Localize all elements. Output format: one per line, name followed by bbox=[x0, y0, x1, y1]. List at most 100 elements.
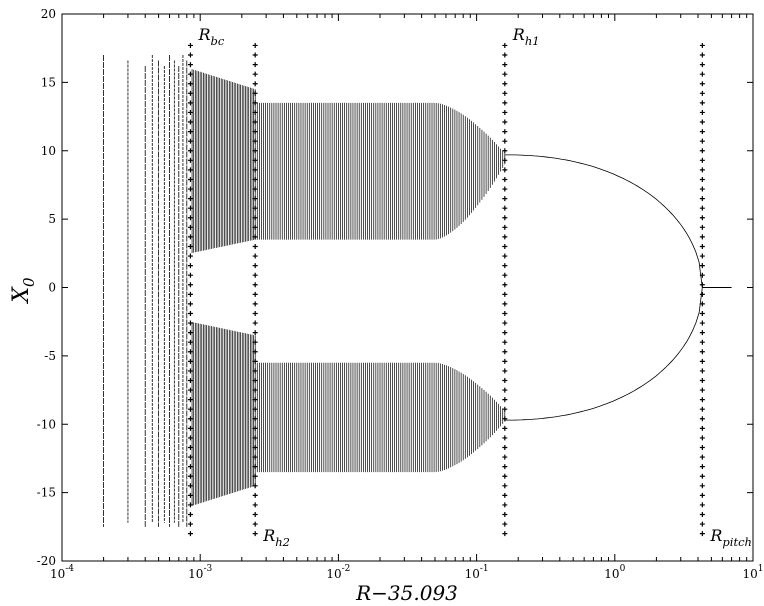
marker-point bbox=[699, 368, 705, 374]
marker-point bbox=[187, 473, 193, 479]
marker-point bbox=[252, 387, 258, 393]
marker-point bbox=[502, 406, 508, 412]
marker-point bbox=[187, 224, 193, 230]
plot-frame bbox=[61, 13, 754, 562]
marker-point bbox=[252, 157, 258, 163]
marker-point bbox=[252, 301, 258, 307]
marker-point bbox=[699, 349, 705, 355]
marker-point bbox=[187, 71, 193, 77]
marker-point bbox=[252, 71, 258, 77]
marker-point bbox=[252, 205, 258, 211]
marker-point bbox=[252, 282, 258, 288]
marker-point bbox=[252, 109, 258, 115]
marker-point bbox=[502, 377, 508, 383]
marker-point bbox=[252, 167, 258, 173]
marker-point bbox=[502, 358, 508, 364]
marker-point bbox=[502, 397, 508, 403]
y-tick-label: 10 bbox=[41, 144, 56, 158]
marker-point bbox=[252, 464, 258, 470]
marker-point bbox=[187, 176, 193, 182]
marker-point bbox=[187, 215, 193, 221]
marker-point bbox=[699, 320, 705, 326]
marker-point bbox=[699, 310, 705, 316]
marker-point bbox=[187, 464, 193, 470]
y-tick-label: -20 bbox=[37, 554, 56, 568]
marker-point bbox=[699, 167, 705, 173]
marker-point bbox=[699, 531, 705, 537]
marker-point bbox=[187, 531, 193, 537]
marker-point bbox=[252, 330, 258, 336]
marker-point bbox=[187, 42, 193, 48]
marker-point bbox=[252, 148, 258, 154]
marker-point bbox=[699, 282, 705, 288]
marker-point bbox=[252, 263, 258, 269]
x-tick-label: 100 bbox=[604, 564, 625, 581]
y-tick-label: 5 bbox=[48, 212, 56, 226]
x-tick-label: 10-3 bbox=[188, 564, 212, 581]
marker-point bbox=[252, 224, 258, 230]
marker-point bbox=[252, 253, 258, 259]
marker-point bbox=[252, 52, 258, 58]
fixed-point-branch bbox=[504, 287, 703, 421]
y-tick-label: -15 bbox=[37, 486, 56, 500]
marker-point bbox=[252, 339, 258, 345]
marker-point bbox=[699, 42, 705, 48]
marker-point bbox=[252, 521, 258, 527]
marker-point bbox=[502, 291, 508, 297]
marker-point bbox=[699, 483, 705, 489]
marker-point bbox=[502, 81, 508, 87]
marker-point bbox=[502, 148, 508, 154]
marker-point bbox=[502, 263, 508, 269]
marker-point bbox=[252, 291, 258, 297]
marker-point bbox=[502, 454, 508, 460]
marker-point bbox=[699, 81, 705, 87]
marker-point bbox=[252, 243, 258, 249]
marker-point bbox=[252, 368, 258, 374]
marker-point bbox=[187, 253, 193, 259]
marker-point bbox=[187, 243, 193, 249]
marker-point bbox=[187, 62, 193, 68]
marker-point bbox=[187, 502, 193, 508]
marker-point bbox=[502, 90, 508, 96]
marker-point bbox=[187, 492, 193, 498]
marker-point bbox=[252, 473, 258, 479]
marker-point bbox=[699, 512, 705, 518]
marker-point bbox=[187, 272, 193, 278]
marker-point bbox=[187, 205, 193, 211]
marker-point bbox=[699, 100, 705, 106]
marker-point bbox=[252, 531, 258, 537]
marker-point bbox=[187, 81, 193, 87]
marker-point bbox=[187, 368, 193, 374]
marker-point bbox=[699, 119, 705, 125]
marker-point bbox=[187, 100, 193, 106]
marker-point bbox=[699, 272, 705, 278]
marker-point bbox=[502, 176, 508, 182]
marker-point bbox=[252, 129, 258, 135]
marker-point bbox=[502, 253, 508, 259]
marker-point bbox=[502, 157, 508, 163]
marker-point bbox=[502, 42, 508, 48]
marker-point bbox=[502, 349, 508, 355]
marker-point bbox=[252, 492, 258, 498]
marker-point bbox=[252, 349, 258, 355]
marker-point bbox=[187, 109, 193, 115]
marker-label-h2: Rh2 bbox=[262, 526, 290, 549]
marker-point bbox=[187, 52, 193, 58]
marker-point bbox=[699, 205, 705, 211]
marker-point bbox=[252, 377, 258, 383]
marker-point bbox=[252, 42, 258, 48]
marker-point bbox=[252, 234, 258, 240]
marker-point bbox=[252, 397, 258, 403]
marker-point bbox=[502, 138, 508, 144]
x-tick-label: 10-1 bbox=[465, 564, 489, 581]
marker-point bbox=[699, 176, 705, 182]
marker-point bbox=[699, 186, 705, 192]
marker-point bbox=[187, 339, 193, 345]
marker-point bbox=[252, 483, 258, 489]
marker-point bbox=[252, 454, 258, 460]
marker-point bbox=[502, 243, 508, 249]
y-tick-label: 0 bbox=[48, 281, 56, 295]
marker-point bbox=[252, 425, 258, 431]
marker-point bbox=[187, 320, 193, 326]
